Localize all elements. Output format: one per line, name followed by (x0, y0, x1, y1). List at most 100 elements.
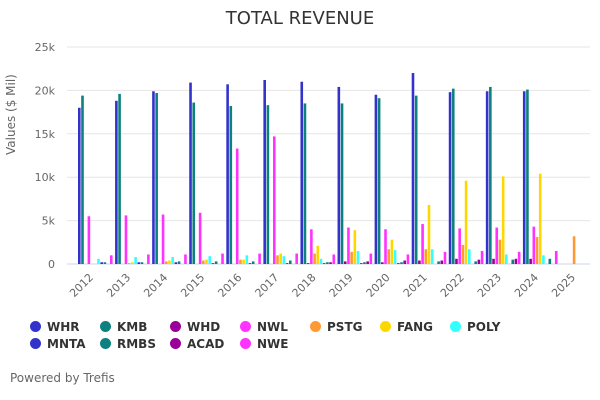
bar-fang-2017[interactable] (279, 253, 282, 264)
bar-rmbs-2023[interactable] (511, 259, 515, 264)
bar-kmb-2023[interactable] (489, 86, 492, 264)
bar-pstg-2014[interactable] (164, 261, 168, 264)
bar-rmbs-2015[interactable] (214, 261, 218, 264)
bar-nwl-2024[interactable] (532, 226, 536, 264)
legend-item-acad[interactable]: ACAD (170, 337, 224, 351)
bar-kmb-2019[interactable] (340, 103, 344, 264)
bar-whr-2012[interactable] (78, 107, 81, 264)
bar-pstg-2019[interactable] (350, 251, 353, 264)
bar-whr-2023[interactable] (485, 91, 489, 264)
bar-whr-2024[interactable] (522, 91, 526, 264)
bar-nwl-2017[interactable] (272, 136, 276, 264)
legend-item-kmb[interactable]: KMB (100, 320, 147, 334)
bar-fang-2020[interactable] (390, 239, 394, 264)
bar-kmb-2015[interactable] (192, 102, 196, 264)
bar-whd-2020[interactable] (381, 262, 384, 264)
bar-rmbs-2020[interactable] (400, 262, 403, 264)
bar-fang-2013[interactable] (131, 262, 134, 264)
bar-whd-2022[interactable] (455, 258, 458, 264)
bar-fang-2019[interactable] (353, 230, 357, 264)
bar-pstg-2017[interactable] (276, 255, 279, 264)
bar-kmb-2013[interactable] (118, 93, 121, 264)
bar-whr-2021[interactable] (411, 73, 415, 264)
bar-rmbs-2013[interactable] (140, 262, 144, 264)
bar-rmbs-2017[interactable] (288, 260, 292, 264)
bar-whr-2018[interactable] (300, 81, 304, 264)
bar-nwl-2022[interactable] (458, 228, 461, 264)
bar-whr-2014[interactable] (152, 91, 155, 264)
bar-fang-2014[interactable] (168, 260, 171, 264)
bar-whr-2013[interactable] (115, 100, 118, 264)
bar-nwl-2019[interactable] (347, 227, 350, 264)
bar-whr-2017[interactable] (263, 79, 266, 264)
bar-fang-2021[interactable] (427, 204, 431, 264)
bar-poly-2017[interactable] (282, 256, 286, 264)
bar-whr-2015[interactable] (189, 82, 192, 264)
bar-poly-2016[interactable] (245, 255, 249, 264)
bar-nwe-2012[interactable] (110, 255, 113, 264)
bar-poly-2012[interactable] (97, 258, 100, 264)
bar-rmbs-2024[interactable] (548, 258, 552, 264)
legend-item-nwl[interactable]: NWL (240, 320, 288, 334)
bar-rmbs-2014[interactable] (177, 261, 181, 264)
bar-poly-2024[interactable] (542, 255, 545, 264)
bar-nwl-2018[interactable] (310, 229, 313, 264)
legend-item-whd[interactable]: WHD (170, 320, 220, 334)
bar-poly-2023[interactable] (505, 254, 508, 264)
bar-pstg-2015[interactable] (202, 260, 205, 264)
bar-rmbs-2016[interactable] (251, 261, 255, 264)
bar-whd-2021[interactable] (418, 260, 421, 264)
bar-nwl-2013[interactable] (124, 215, 128, 264)
bar-nwl-2020[interactable] (384, 229, 387, 264)
bar-kmb-2018[interactable] (303, 103, 307, 264)
bar-mnta-2020[interactable] (397, 263, 400, 264)
bar-poly-2018[interactable] (319, 258, 323, 264)
bar-pstg-2024[interactable] (535, 237, 539, 264)
bar-pstg-2013[interactable] (127, 263, 131, 264)
bar-kmb-2014[interactable] (155, 93, 158, 264)
bar-kmb-2022[interactable] (451, 88, 455, 264)
bar-mnta-2013[interactable] (137, 262, 141, 264)
bar-poly-2020[interactable] (393, 250, 397, 264)
bar-rmbs-2019[interactable] (363, 262, 366, 264)
bar-fang-2016[interactable] (242, 259, 245, 264)
bar-pstg-2022[interactable] (461, 244, 465, 264)
bar-poly-2013[interactable] (134, 257, 137, 264)
bar-acad-2020[interactable] (403, 260, 407, 264)
bar-whd-2019[interactable] (343, 261, 347, 264)
bar-rmbs-2018[interactable] (326, 262, 329, 264)
bar-fang-2023[interactable] (501, 176, 505, 264)
bar-fang-2015[interactable] (205, 259, 208, 264)
bar-nwe-2016[interactable] (258, 253, 261, 264)
bar-pstg-2018[interactable] (313, 253, 316, 264)
bar-nwe-2019[interactable] (369, 253, 373, 264)
bar-acad-2018[interactable] (329, 262, 332, 264)
bar-poly-2022[interactable] (467, 249, 471, 264)
bar-nwl-2016[interactable] (235, 148, 239, 264)
bar-whd-2023[interactable] (492, 258, 495, 264)
bar-nwe-2017[interactable] (295, 253, 298, 264)
legend-item-whr[interactable]: WHR (30, 320, 80, 334)
bar-poly-2021[interactable] (430, 249, 434, 264)
bar-pstg-2025[interactable] (572, 236, 576, 264)
bar-acad-2022[interactable] (477, 259, 481, 264)
legend-item-rmbs[interactable]: RMBS (100, 337, 156, 351)
bar-nwl-2012[interactable] (87, 216, 91, 264)
bar-pstg-2020[interactable] (387, 249, 391, 264)
bar-mnta-2017[interactable] (285, 263, 289, 264)
bar-pstg-2023[interactable] (498, 239, 502, 264)
bar-nwl-2023[interactable] (495, 227, 499, 264)
bar-fang-2024[interactable] (538, 173, 542, 264)
bar-kmb-2016[interactable] (229, 106, 233, 264)
bar-nwe-2020[interactable] (406, 254, 410, 264)
bar-nwe-2013[interactable] (147, 254, 150, 264)
legend-item-nwe[interactable]: NWE (240, 337, 288, 351)
bar-whd-2024[interactable] (529, 258, 532, 264)
bar-kmb-2017[interactable] (266, 105, 270, 264)
bar-pstg-2021[interactable] (424, 249, 428, 264)
bar-acad-2023[interactable] (514, 258, 518, 264)
bar-poly-2019[interactable] (356, 250, 360, 264)
bar-kmb-2024[interactable] (526, 89, 529, 264)
bar-nwe-2022[interactable] (480, 250, 484, 264)
bar-nwl-2014[interactable] (161, 214, 165, 264)
